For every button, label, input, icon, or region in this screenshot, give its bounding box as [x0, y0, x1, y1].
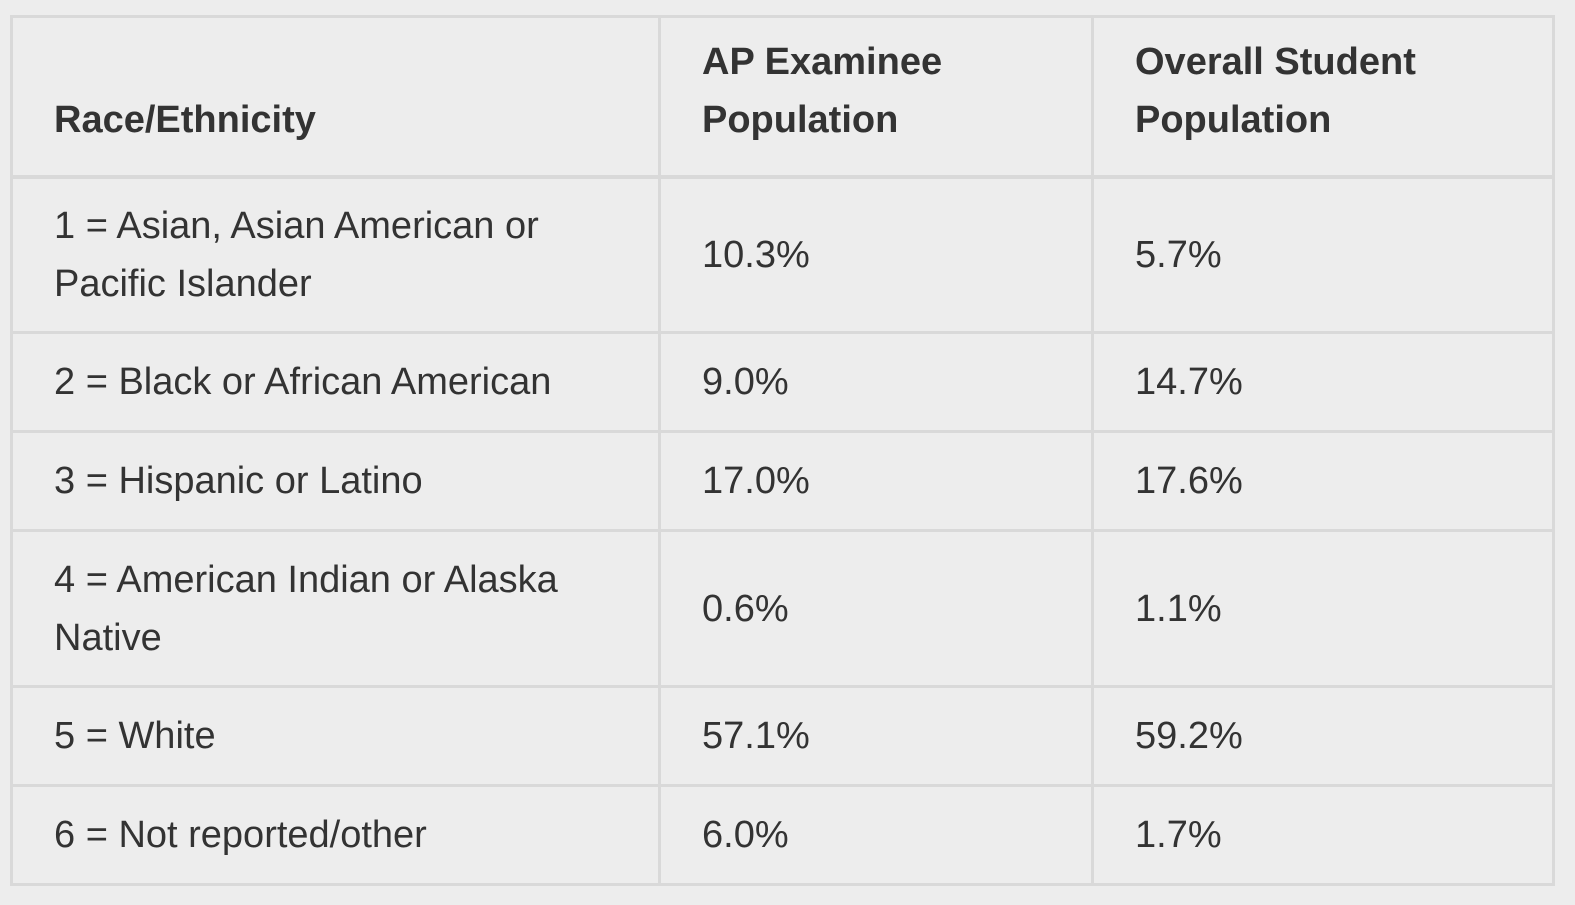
- overall-value-cell: 59.2%: [1091, 685, 1555, 787]
- race-line: 3 = Hispanic or Latino: [54, 460, 423, 502]
- overall-value-cell: 14.7%: [1091, 331, 1555, 433]
- race-line: 5 = White: [54, 715, 216, 757]
- race-line: Native: [54, 616, 162, 659]
- header-overall-student-population: Overall Student Population: [1091, 15, 1555, 179]
- header-ap-examinee-population: AP Examinee Population: [658, 15, 1094, 179]
- ap-value-cell: 9.0%: [658, 331, 1094, 433]
- header-line: AP Examinee: [702, 40, 943, 83]
- overall-value-cell: 17.6%: [1091, 430, 1555, 532]
- race-cell: 5 = White: [10, 685, 661, 787]
- ap-value-cell: 57.1%: [658, 685, 1094, 787]
- table-header-row: Race/Ethnicity AP Examinee Population Ov…: [10, 15, 1555, 179]
- header-race-ethnicity: Race/Ethnicity: [10, 15, 661, 179]
- overall-value-cell: 1.1%: [1091, 529, 1555, 688]
- table-row: 4 = American Indian or Alaska Native 0.6…: [10, 529, 1555, 688]
- race-cell: 4 = American Indian or Alaska Native: [10, 529, 661, 688]
- ap-value-cell: 10.3%: [658, 175, 1094, 334]
- table-row: 5 = White 57.1% 59.2%: [10, 685, 1555, 787]
- overall-value-cell: 5.7%: [1091, 175, 1555, 334]
- header-line: Race/Ethnicity: [54, 98, 316, 141]
- race-line: 1 = Asian, Asian American or: [54, 204, 539, 247]
- ap-value-cell: 0.6%: [658, 529, 1094, 688]
- table-row: 2 = Black or African American 9.0% 14.7%: [10, 331, 1555, 433]
- header-line: Population: [702, 98, 899, 141]
- table-row: 3 = Hispanic or Latino 17.0% 17.6%: [10, 430, 1555, 532]
- overall-value-cell: 1.7%: [1091, 784, 1555, 886]
- race-ethnicity-table: Race/Ethnicity AP Examinee Population Ov…: [10, 15, 1555, 886]
- race-cell: 2 = Black or African American: [10, 331, 661, 433]
- race-cell: 6 = Not reported/other: [10, 784, 661, 886]
- race-cell: 3 = Hispanic or Latino: [10, 430, 661, 532]
- ap-value-cell: 6.0%: [658, 784, 1094, 886]
- table-row: 6 = Not reported/other 6.0% 1.7%: [10, 784, 1555, 886]
- race-line: 6 = Not reported/other: [54, 814, 427, 856]
- header-line: Overall Student: [1135, 40, 1416, 83]
- header-line: Population: [1135, 98, 1332, 141]
- ap-value-cell: 17.0%: [658, 430, 1094, 532]
- race-line: 2 = Black or African American: [54, 361, 552, 403]
- race-line: 4 = American Indian or Alaska: [54, 558, 558, 601]
- race-line: Pacific Islander: [54, 262, 312, 305]
- table-row: 1 = Asian, Asian American or Pacific Isl…: [10, 175, 1555, 334]
- race-cell: 1 = Asian, Asian American or Pacific Isl…: [10, 175, 661, 334]
